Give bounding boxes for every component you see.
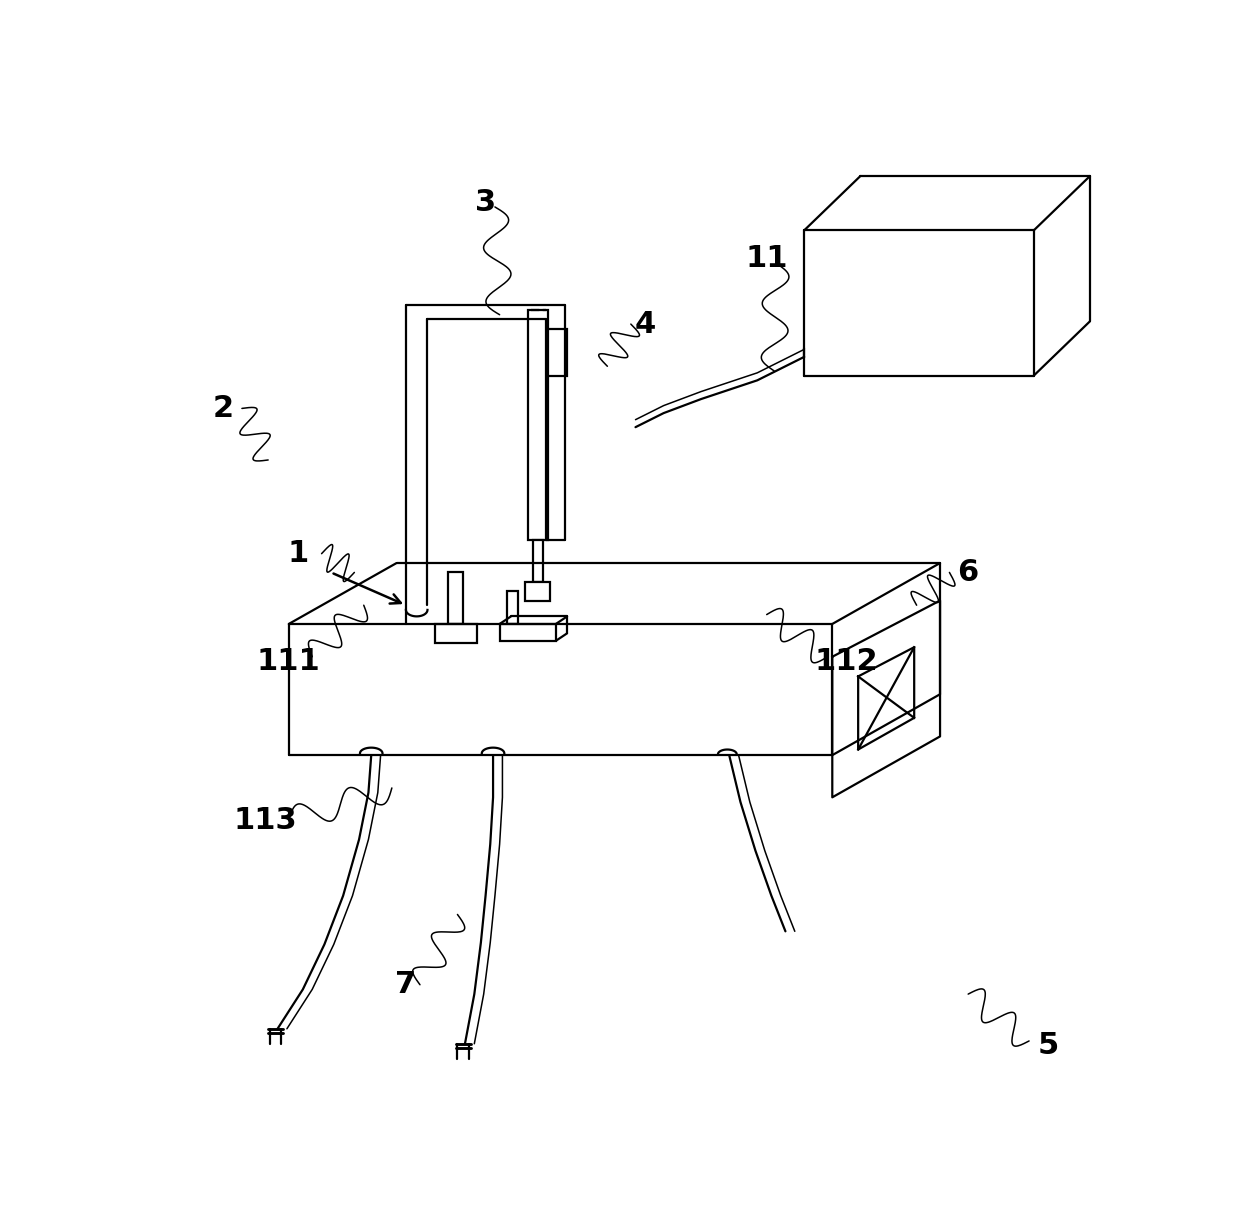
Text: 113: 113 bbox=[233, 806, 298, 835]
Text: 1: 1 bbox=[288, 539, 309, 568]
Text: 4: 4 bbox=[634, 309, 656, 338]
Bar bbox=[448, 572, 463, 624]
Text: 6: 6 bbox=[957, 557, 978, 587]
Bar bbox=[500, 624, 556, 641]
Bar bbox=[533, 539, 543, 582]
Text: 5: 5 bbox=[1037, 1031, 1059, 1060]
Bar bbox=[507, 591, 518, 624]
Text: 11: 11 bbox=[745, 243, 787, 273]
Bar bbox=[548, 329, 567, 376]
Text: 112: 112 bbox=[815, 647, 878, 675]
Bar bbox=[435, 624, 477, 643]
Bar bbox=[528, 310, 548, 539]
Text: 7: 7 bbox=[396, 970, 417, 999]
Text: 3: 3 bbox=[475, 187, 496, 217]
Text: 2: 2 bbox=[212, 394, 234, 424]
Bar bbox=[525, 582, 551, 600]
Text: 111: 111 bbox=[257, 647, 321, 675]
